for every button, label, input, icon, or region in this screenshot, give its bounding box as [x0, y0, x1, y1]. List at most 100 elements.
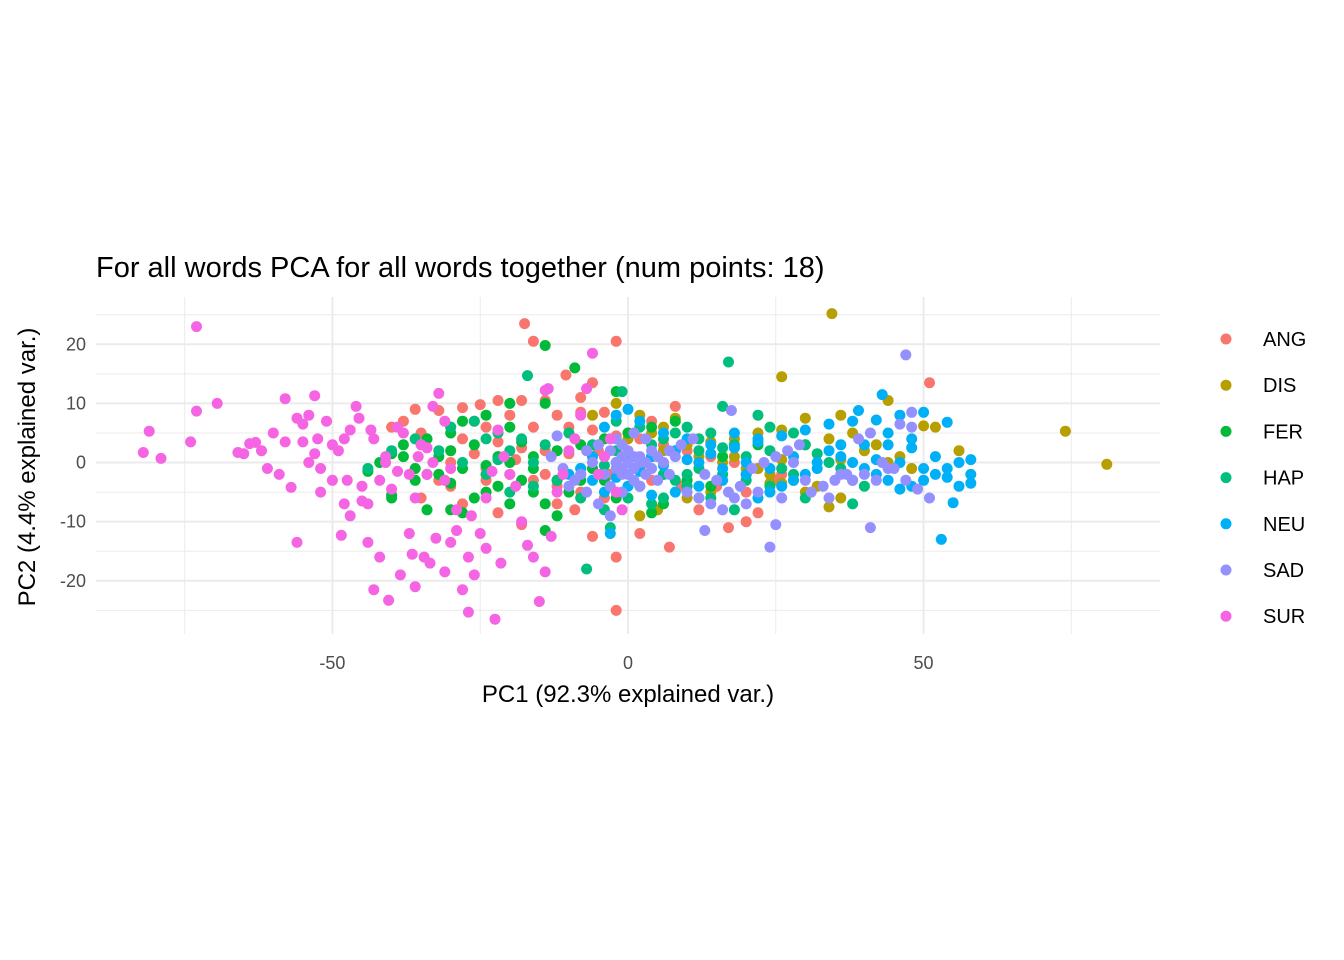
data-point	[1059, 425, 1071, 437]
data-point	[350, 400, 362, 412]
data-point	[782, 445, 794, 457]
legend-label: SUR	[1263, 606, 1305, 628]
data-point	[817, 480, 829, 492]
data-point	[321, 415, 332, 427]
data-point	[847, 498, 859, 510]
data-point	[256, 445, 267, 457]
data-point	[699, 525, 711, 536]
data-point	[823, 501, 835, 513]
data-point	[312, 433, 324, 445]
data-point	[551, 409, 563, 421]
data-point	[504, 409, 516, 421]
data-point	[403, 528, 415, 539]
data-point	[581, 445, 593, 457]
data-point	[468, 448, 480, 460]
data-point	[652, 474, 664, 486]
data-point	[457, 584, 468, 596]
data-point	[516, 516, 528, 528]
data-point	[598, 406, 610, 418]
data-point	[894, 409, 906, 421]
data-point	[835, 492, 847, 504]
data-point	[433, 387, 445, 399]
data-point	[365, 424, 377, 436]
data-point	[616, 386, 628, 398]
data-point	[353, 412, 365, 424]
data-point	[965, 477, 977, 489]
data-point	[326, 474, 338, 486]
data-point	[519, 318, 531, 330]
data-point	[581, 486, 593, 498]
data-point	[557, 468, 569, 480]
legend-item-neu: NEU	[1220, 514, 1305, 536]
data-point	[835, 451, 847, 463]
data-point	[965, 454, 977, 466]
data-point	[723, 356, 734, 368]
data-point	[610, 604, 622, 616]
data-point	[575, 468, 587, 480]
legend-label: NEU	[1263, 514, 1305, 536]
data-point	[634, 415, 646, 427]
data-point	[918, 463, 930, 474]
data-point	[900, 474, 912, 486]
data-point	[560, 369, 572, 381]
data-point	[297, 436, 309, 448]
data-point	[805, 486, 817, 498]
data-point	[516, 433, 528, 445]
data-point	[628, 427, 640, 439]
legend-label: DIS	[1263, 375, 1296, 397]
x-tick-label: 0	[623, 653, 633, 673]
data-point	[465, 510, 477, 522]
legend-item-hap: HAP	[1220, 468, 1304, 490]
data-point	[681, 421, 693, 433]
data-point	[711, 474, 723, 486]
data-point	[740, 516, 752, 528]
data-point	[539, 340, 551, 351]
data-point	[835, 409, 847, 421]
data-point	[445, 463, 457, 474]
data-point	[924, 377, 935, 389]
data-point	[303, 409, 315, 421]
data-point	[717, 442, 729, 454]
data-point	[362, 536, 374, 548]
data-point	[929, 421, 941, 433]
data-point	[858, 480, 870, 492]
y-tick-label: 10	[66, 393, 86, 413]
data-point	[397, 451, 409, 463]
data-point	[516, 395, 528, 406]
data-point	[279, 436, 291, 448]
data-point	[421, 468, 433, 480]
data-point	[734, 480, 746, 492]
data-point	[953, 445, 965, 457]
series-sad	[545, 349, 935, 553]
data-point	[394, 569, 406, 581]
data-point	[669, 451, 681, 463]
data-point	[137, 447, 149, 458]
legend-key	[1220, 425, 1232, 437]
data-point	[847, 457, 859, 468]
data-point	[439, 566, 451, 578]
data-point	[906, 433, 918, 445]
data-point	[646, 507, 658, 519]
data-point	[462, 606, 474, 618]
data-point	[315, 463, 327, 474]
data-point	[409, 403, 421, 415]
data-point	[356, 480, 368, 492]
data-point	[953, 457, 965, 468]
data-point	[693, 480, 705, 492]
data-point	[374, 551, 386, 563]
legend-label: HAP	[1263, 468, 1304, 490]
data-point	[823, 433, 835, 445]
data-point	[362, 498, 374, 510]
data-point	[522, 370, 533, 382]
data-point	[752, 433, 764, 445]
data-point	[693, 457, 705, 468]
data-point	[604, 433, 616, 445]
data-point	[929, 468, 941, 480]
data-point	[965, 468, 977, 480]
data-point	[604, 510, 616, 522]
x-tick-label: -50	[319, 653, 345, 673]
data-point	[539, 498, 551, 510]
data-point	[788, 427, 799, 439]
x-axis-title: PC1 (92.3% explained var.)	[482, 681, 774, 708]
data-point	[527, 335, 539, 347]
